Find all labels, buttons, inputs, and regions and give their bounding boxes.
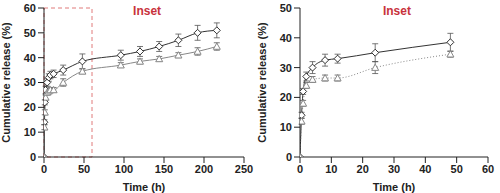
svg-text:0: 0 [41, 163, 47, 175]
html-text:Inset: Inset [382, 4, 411, 18]
svg-text:150: 150 [155, 163, 173, 175]
svg-text:60: 60 [24, 2, 36, 14]
svg-text:10: 10 [325, 163, 337, 175]
svg-text:40: 40 [419, 163, 431, 175]
svg-text:Cumulative release (%): Cumulative release (%) [256, 22, 268, 143]
svg-text:30: 30 [24, 76, 36, 88]
svg-text:40: 40 [280, 32, 292, 44]
svg-text:10: 10 [24, 126, 36, 138]
svg-text:100: 100 [115, 163, 133, 175]
svg-text:0: 0 [30, 151, 36, 163]
svg-text:40: 40 [24, 52, 36, 64]
svg-text:50: 50 [451, 163, 463, 175]
svg-text:Time (h): Time (h) [373, 181, 416, 193]
html-text:Inset: Inset [133, 4, 162, 18]
svg-text:60: 60 [482, 163, 492, 175]
svg-text:Cumulative release (%): Cumulative release (%) [8, 22, 12, 143]
svg-text:10: 10 [280, 121, 292, 133]
svg-text:0: 0 [286, 151, 292, 163]
svg-text:50: 50 [24, 27, 36, 39]
svg-text:20: 20 [24, 101, 36, 113]
svg-text:50: 50 [280, 2, 292, 14]
svg-text:30: 30 [388, 163, 400, 175]
svg-text:Time (h): Time (h) [123, 181, 166, 193]
svg-text:50: 50 [78, 163, 90, 175]
svg-text:20: 20 [357, 163, 369, 175]
svg-text:30: 30 [280, 62, 292, 74]
svg-text:0: 0 [297, 163, 303, 175]
svg-text:20: 20 [280, 91, 292, 103]
svg-text:250: 250 [235, 163, 253, 175]
svg-text:200: 200 [195, 163, 213, 175]
